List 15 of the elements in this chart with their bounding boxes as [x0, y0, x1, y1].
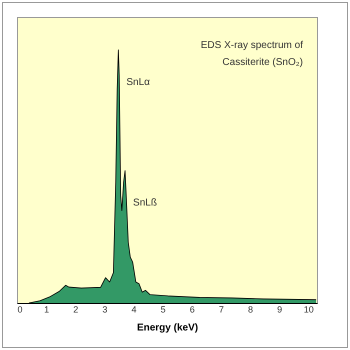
x-tick-label: 0: [18, 304, 23, 314]
x-tick-label: 5: [160, 304, 166, 314]
chart-title: EDS X-ray spectrum of Cassiterite (SnO₂): [200, 40, 304, 68]
x-tick-label: 6: [190, 304, 195, 314]
x-tick-label: 4: [131, 304, 137, 314]
annotation: SnLα: [126, 76, 150, 88]
x-tick-label: 3: [102, 304, 108, 314]
x-tick-label: 8: [248, 304, 254, 314]
x-tick-label: 10: [304, 304, 314, 314]
x-tick-label: 7: [218, 304, 224, 314]
x-axis-title: Energy (keV): [136, 322, 198, 334]
x-tick-label: 9: [277, 304, 282, 314]
x-tick-label: 2: [73, 304, 78, 314]
x-tick-label: 1: [44, 304, 50, 314]
annotation: SnLß: [133, 198, 157, 209]
